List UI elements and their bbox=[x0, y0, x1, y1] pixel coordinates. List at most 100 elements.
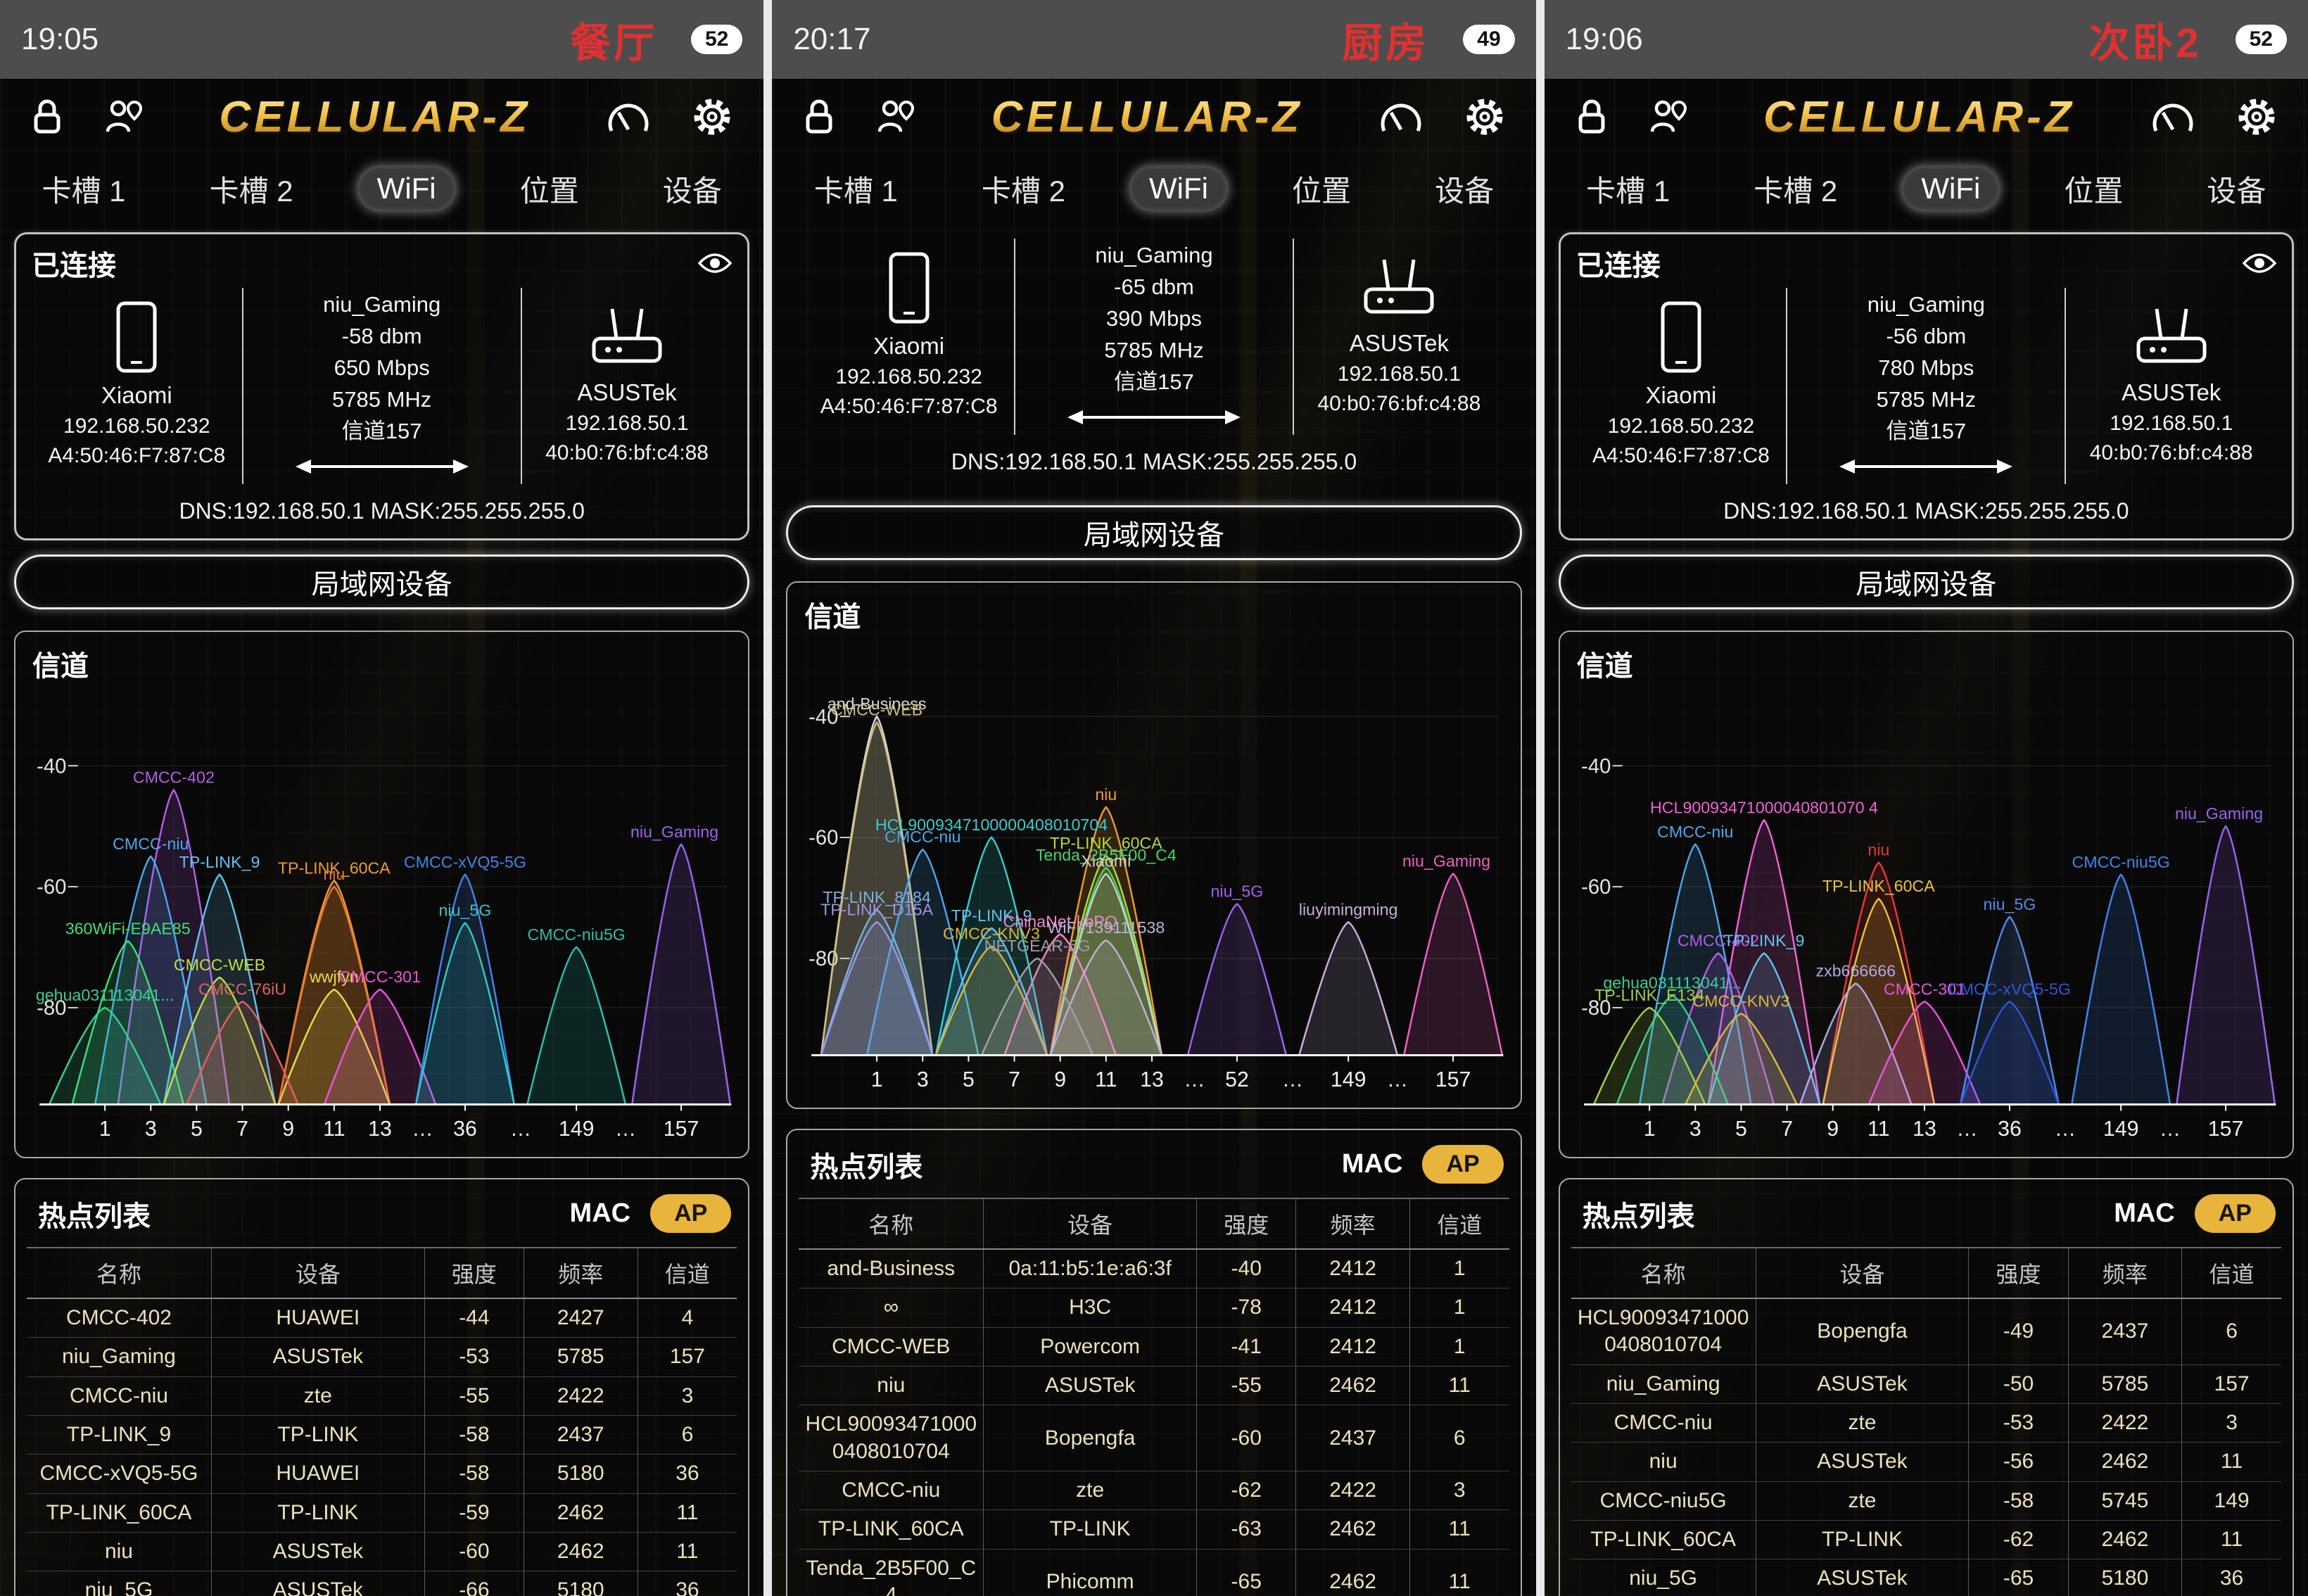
mac-toggle[interactable]: MAC bbox=[1341, 1149, 1403, 1179]
tab-location[interactable]: 位置 bbox=[519, 174, 579, 208]
lan-devices-button[interactable]: 局域网设备 bbox=[786, 505, 1522, 560]
client-name: Xiaomi bbox=[873, 333, 945, 360]
tab-sim1[interactable]: 卡槽 1 bbox=[813, 174, 898, 208]
hotspot-row[interactable]: CMCC-402 HUAWEI -44 2427 4 bbox=[27, 1298, 737, 1338]
tab-wifi[interactable]: WiFi bbox=[357, 166, 456, 211]
lock-icon[interactable] bbox=[1575, 98, 1608, 136]
hotspot-row[interactable]: TP-LINK_60CA TP-LINK -62 2462 11 bbox=[1571, 1520, 2281, 1559]
freq-cell: 2412 bbox=[1295, 1288, 1410, 1328]
ap-toggle[interactable]: AP bbox=[650, 1194, 732, 1234]
x-axis-label: 7 bbox=[1008, 1068, 1020, 1091]
network-label: 360WiFi-E9AE85 bbox=[65, 919, 191, 937]
column-header: 名称 bbox=[799, 1198, 984, 1250]
tab-sim1[interactable]: 卡槽 1 bbox=[42, 174, 126, 208]
hotspot-row[interactable]: HCL900934710000408010704 Bopengfa -60 2437 6 bbox=[799, 1405, 1509, 1471]
lock-icon[interactable] bbox=[31, 98, 63, 136]
location-person-icon[interactable] bbox=[104, 98, 144, 136]
tab-wifi[interactable]: WiFi bbox=[1129, 166, 1228, 211]
column-header: 设备 bbox=[210, 1247, 425, 1299]
ap-toggle[interactable]: AP bbox=[2194, 1194, 2276, 1234]
device-cell: zte bbox=[1755, 1481, 1969, 1521]
lock-icon[interactable] bbox=[803, 98, 835, 136]
network-label: WiFi-139111538 bbox=[1048, 918, 1165, 937]
speed-gauge-icon[interactable] bbox=[606, 99, 651, 135]
tab-device[interactable]: 设备 bbox=[1435, 174, 1495, 208]
hotspot-row[interactable]: HCL900934710000408010704 Bopengfa -49 2437 6 bbox=[1571, 1298, 2281, 1365]
ap-toggle[interactable]: AP bbox=[1422, 1145, 1504, 1184]
tab-sim1[interactable]: 卡槽 1 bbox=[1586, 174, 1670, 208]
channel-cell: 149 bbox=[2181, 1481, 2281, 1521]
channel-cell: 3 bbox=[637, 1376, 737, 1416]
tab-location[interactable]: 位置 bbox=[1292, 174, 1352, 208]
hotspot-row[interactable]: CMCC-niu zte -62 2422 3 bbox=[799, 1471, 1509, 1510]
hotspot-row[interactable]: ∞ H3C -78 2412 1 bbox=[799, 1288, 1509, 1328]
x-axis-label: … bbox=[1387, 1068, 1408, 1091]
settings-gear-icon[interactable] bbox=[692, 96, 733, 137]
hotspot-row[interactable]: and-Business 0a:11:b5:1e:a6:3f -40 2412 1 bbox=[799, 1248, 1509, 1288]
network-curve bbox=[163, 976, 277, 1106]
link-freq: 5785 MHz bbox=[1876, 386, 1976, 412]
speed-gauge-icon[interactable] bbox=[2150, 99, 2195, 135]
tab-sim2[interactable]: 卡槽 2 bbox=[209, 174, 293, 208]
chart-title: 信道 bbox=[1576, 650, 1633, 682]
hotspot-row[interactable]: CMCC-niu zte -53 2422 3 bbox=[1571, 1402, 2281, 1443]
location-person-icon[interactable] bbox=[1649, 98, 1688, 136]
column-header: 频率 bbox=[1295, 1198, 1410, 1250]
freq-cell: 5180 bbox=[524, 1571, 638, 1596]
network-label: CMCC-76iU bbox=[198, 980, 286, 998]
hotspot-row[interactable]: TP-LINK_60CA TP-LINK -63 2462 11 bbox=[799, 1509, 1509, 1550]
network-label: niu bbox=[1096, 785, 1117, 804]
hotspot-row[interactable]: niu_5G ASUSTek -66 5180 36 bbox=[27, 1571, 737, 1596]
freq-cell: 2422 bbox=[1295, 1471, 1410, 1510]
tab-wifi[interactable]: WiFi bbox=[1901, 166, 2001, 211]
x-axis-label: … bbox=[412, 1117, 433, 1141]
phone-panel: 20:17 厨房 49 Cellular-Z 卡槽 1 卡槽 2 WiFi 位置 设备 bbox=[772, 0, 1536, 1596]
freq-cell: 2437 bbox=[524, 1414, 638, 1455]
network-label: wwjfyn bbox=[309, 968, 359, 986]
x-axis-label: … bbox=[2055, 1117, 2076, 1141]
room-annotation: 餐厅 bbox=[569, 20, 657, 66]
eye-icon[interactable] bbox=[698, 252, 733, 274]
hotspot-row[interactable]: CMCC-niu zte -55 2422 3 bbox=[27, 1376, 737, 1416]
ssid-cell: Tenda_2B5F00_C4 bbox=[799, 1548, 984, 1596]
y-axis-label: -60 bbox=[809, 827, 838, 849]
channel-cell: 157 bbox=[637, 1337, 737, 1377]
mac-toggle[interactable]: MAC bbox=[569, 1198, 631, 1229]
tab-sim2[interactable]: 卡槽 2 bbox=[981, 174, 1065, 208]
tab-device[interactable]: 设备 bbox=[662, 174, 722, 208]
lan-devices-button[interactable]: 局域网设备 bbox=[1558, 554, 2294, 609]
hotspot-row[interactable]: TP-LINK_9 TP-LINK -58 2437 6 bbox=[27, 1414, 737, 1455]
network-label: CMCC-niu5G bbox=[528, 925, 626, 944]
hotspot-row[interactable]: niu ASUSTek -55 2462 11 bbox=[799, 1365, 1509, 1405]
network-label: CMCC-KNV3 bbox=[1692, 992, 1789, 1010]
network-label: TP-LINK_8184 bbox=[823, 888, 932, 906]
mac-toggle[interactable]: MAC bbox=[2114, 1198, 2175, 1229]
tab-device[interactable]: 设备 bbox=[2207, 174, 2266, 208]
settings-gear-icon[interactable] bbox=[1464, 96, 1505, 137]
link-ssid: niu_Gaming bbox=[1095, 243, 1213, 267]
ssid-cell: niu_Gaming bbox=[27, 1337, 212, 1377]
hotspot-row[interactable]: niu_5G ASUSTek -65 5180 36 bbox=[1571, 1559, 2281, 1596]
hotspot-row[interactable]: CMCC-niu5G zte -58 5745 149 bbox=[1571, 1481, 2281, 1521]
network-label: CMCC-xVQ5-5G bbox=[1948, 980, 2071, 998]
eye-icon[interactable] bbox=[2242, 252, 2276, 274]
hotspot-row[interactable]: niu_Gaming ASUSTek -53 5785 157 bbox=[27, 1337, 737, 1377]
speed-gauge-icon[interactable] bbox=[1378, 99, 1424, 135]
router-ip: 192.168.50.1 bbox=[565, 412, 689, 436]
network-label: TP-LINK_E134 bbox=[1594, 986, 1704, 1004]
tab-sim2[interactable]: 卡槽 2 bbox=[1754, 174, 1838, 208]
x-axis-label: 5 bbox=[963, 1068, 975, 1091]
router-mac: 40:b0:76:bf:c4:88 bbox=[1317, 392, 1481, 416]
hotspot-row[interactable]: niu_Gaming ASUSTek -50 5785 157 bbox=[1571, 1364, 2281, 1404]
lan-devices-button[interactable]: 局域网设备 bbox=[14, 554, 750, 609]
hotspot-row[interactable]: TP-LINK_60CA TP-LINK -59 2462 11 bbox=[27, 1493, 737, 1533]
location-person-icon[interactable] bbox=[876, 98, 915, 136]
settings-gear-icon[interactable] bbox=[2236, 96, 2277, 137]
hotspot-row[interactable]: CMCC-WEB Powercom -41 2412 1 bbox=[799, 1326, 1509, 1367]
hotspot-row[interactable]: niu ASUSTek -60 2462 11 bbox=[27, 1532, 737, 1571]
hotspot-row[interactable]: niu ASUSTek -56 2462 11 bbox=[1571, 1442, 2281, 1482]
hotspot-row[interactable]: Tenda_2B5F00_C4 Phicomm -65 2462 11 bbox=[799, 1548, 1509, 1596]
hotspot-row[interactable]: CMCC-xVQ5-5G HUAWEI -58 5180 36 bbox=[27, 1454, 737, 1494]
tab-location[interactable]: 位置 bbox=[2064, 174, 2124, 208]
